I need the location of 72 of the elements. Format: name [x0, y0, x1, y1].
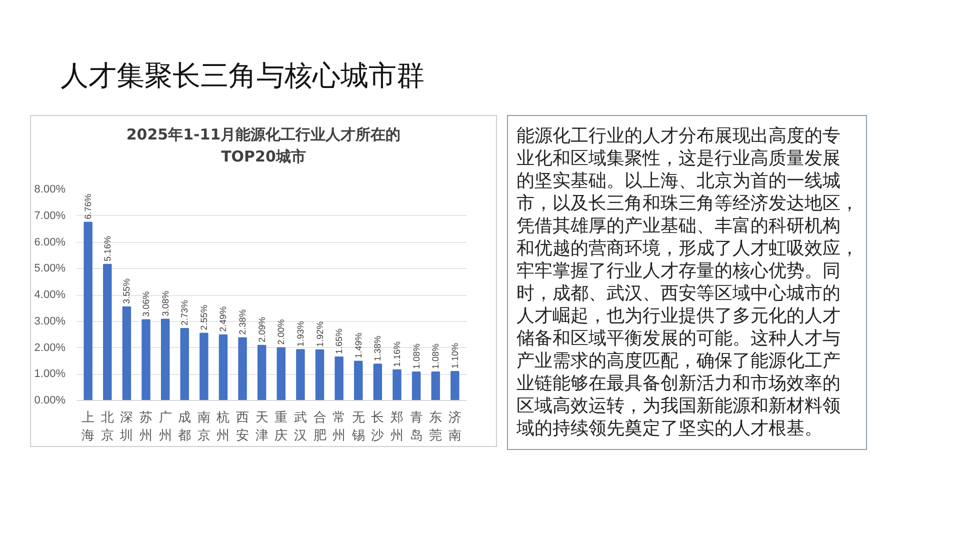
x-tick-label: 北京	[100, 410, 114, 444]
data-label: 1.65%	[334, 328, 344, 354]
bar	[122, 306, 132, 400]
data-label: 1.08%	[430, 343, 441, 370]
bar	[392, 369, 402, 400]
x-tick-label: 武汉	[294, 410, 307, 444]
data-label: 2.09%	[256, 316, 267, 342]
data-label: 1.10%	[450, 342, 460, 368]
data-label: 1.16%	[392, 341, 402, 367]
x-tick-label: 济南	[448, 410, 462, 444]
data-label: 1.92%	[314, 321, 325, 347]
y-tick-label: 8.00%	[34, 184, 66, 196]
bar	[276, 347, 286, 400]
data-label: 2.55%	[198, 304, 209, 330]
x-tick-label: 深圳	[119, 410, 134, 444]
bar	[315, 349, 324, 400]
x-tick-label: 重庆	[274, 410, 288, 444]
data-label: 1.08%	[411, 343, 422, 370]
bar	[334, 356, 344, 400]
bar	[354, 360, 363, 400]
y-tick-label: 2.00%	[34, 342, 66, 354]
chart-title: 人才集聚长三角与核心城市群	[60, 59, 424, 92]
x-tick-label: 长沙	[371, 410, 384, 444]
data-label: 1.49%	[353, 332, 364, 358]
bar	[412, 372, 421, 400]
data-label: 2.49%	[218, 306, 228, 332]
bar	[450, 370, 460, 400]
x-tick-label: 苏州	[140, 410, 153, 444]
data-label: 3.55%	[122, 278, 132, 304]
bar	[103, 264, 112, 400]
data-label: 1.38%	[372, 336, 383, 362]
y-tick-label: 0.00%	[34, 394, 66, 406]
chart-subtitle: 2025年1-11月能源化工行业人才所在的 TOP20城市	[126, 126, 401, 166]
y-tick-label: 5.00%	[34, 262, 66, 275]
data-label: 3.06%	[141, 291, 152, 317]
x-tick-label: 常州	[332, 410, 346, 444]
y-tick-label: 3.00%	[34, 315, 66, 328]
data-label: 2.00%	[276, 319, 286, 345]
bar	[257, 344, 266, 400]
bar	[200, 332, 208, 400]
x-tick-label: 广州	[158, 410, 172, 444]
data-label: 3.08%	[160, 290, 170, 316]
x-tick-label: 青岛	[410, 410, 423, 444]
data-label: 2.73%	[180, 300, 190, 326]
x-tick-label: 上海	[82, 410, 95, 444]
x-tick-label: 南京	[197, 410, 210, 444]
bar	[238, 337, 247, 400]
x-tick-label: 成都	[178, 410, 192, 444]
x-tick-label: 郑州	[390, 410, 404, 444]
x-tick-label: 东莞	[429, 410, 442, 444]
text: 能源化工行业的人才分布展现出高度的专业化和区域集聚性，这是行业高质量发展的坚实基础。以上海、北京为首的一线城市，以及长三角和珠三角等经济发达地区，凭借其雄厚的产业基础、丰富的科研机构和优越的营商环境，形成了人才虹吸效应，牢牢掌握了行业人才存量的核心优势。同时，成都、武汉、西安等区域中心城市的人才崛起，也为行业提供了多元化的人才储备和区域平衡发展的可能。这种人才与产业需求的高度匹配，确保了能源化工产业链能够在最具备创新活力和市场效率的区域高效运转，为我国新能源和新材料领域的持续领先奠定了坚实的人才根基。	[516, 126, 858, 439]
x-tick-label: 无锡	[350, 410, 365, 444]
bar	[218, 334, 228, 400]
bar	[296, 349, 305, 400]
bar	[373, 364, 382, 400]
x-tick-label: 天津	[255, 410, 268, 444]
y-tick-label: 6.00%	[34, 236, 66, 248]
bar	[431, 372, 440, 400]
x-tick-label: 杭州	[216, 410, 230, 444]
bar	[180, 328, 189, 400]
bar	[160, 318, 170, 400]
x-tick-label: 合肥	[313, 410, 326, 444]
y-tick-label: 4.00%	[34, 289, 66, 301]
y-tick-label: 1.00%	[34, 368, 66, 380]
data-label: 1.93%	[295, 321, 306, 347]
x-tick-label: 西安	[236, 410, 250, 444]
data-label: 6.76%	[83, 194, 94, 220]
data-label: 5.16%	[102, 236, 112, 262]
bar	[84, 222, 92, 400]
data-label: 2.38%	[238, 309, 248, 335]
bar	[142, 319, 150, 400]
y-tick-label: 7.00%	[34, 210, 66, 222]
